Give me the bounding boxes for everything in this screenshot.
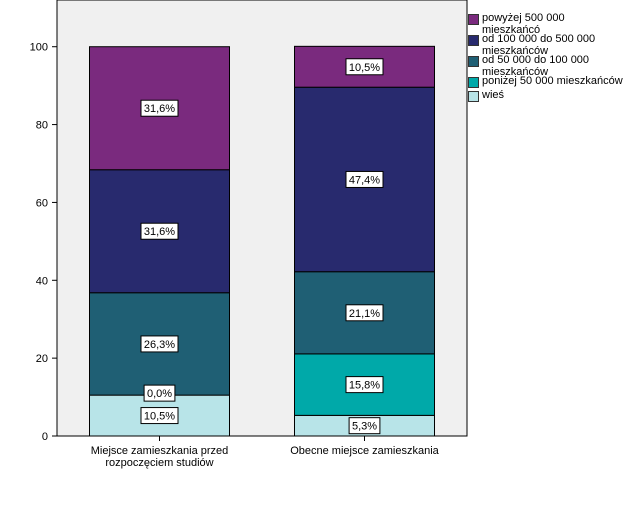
legend-item: poniżej 50 000 mieszkańców <box>468 75 624 89</box>
legend-label: od 100 000 do 500 000 mieszkańców <box>482 33 624 57</box>
data-label-box <box>348 417 381 435</box>
legend-label: od 50 000 do 100 000 mieszkańców <box>482 54 624 78</box>
legend-item: wieś <box>468 89 624 110</box>
legend-label-line: mieszkańców <box>482 45 549 57</box>
data-label: 5,3% <box>352 421 377 433</box>
data-label: 26,3% <box>144 339 175 351</box>
x-tick-label: Miejsce zamieszkania przed <box>91 445 229 457</box>
data-label: 31,6% <box>144 226 175 238</box>
y-tick-label: 80 <box>36 120 48 132</box>
data-label: 10,5% <box>144 411 175 423</box>
x-tick-label: rozpoczęciem studiów <box>105 457 213 469</box>
legend-item: od 50 000 do 100 000 mieszkańców <box>468 54 624 78</box>
legend-swatch <box>468 77 479 88</box>
legend-item: od 100 000 do 500 000 mieszkańców <box>468 33 624 57</box>
data-label: 47,4% <box>349 174 380 186</box>
legend-label: poniżej 50 000 mieszkańców <box>482 75 624 87</box>
legend-swatch <box>468 56 479 67</box>
legend-label-line: mieszkańców <box>482 66 549 78</box>
y-tick-label: 40 <box>36 275 48 287</box>
y-tick-label: 60 <box>36 197 48 209</box>
data-label-box <box>345 304 384 322</box>
legend-item: powyżej 500 000 mieszkańcó <box>468 12 624 36</box>
x-tick-label: Obecne miejsce zamieszkania <box>290 445 439 457</box>
legend-label-line: od 100 000 do 500 000 <box>482 33 596 45</box>
data-label: 15,8% <box>349 380 380 392</box>
legend-label-line: wieś <box>482 89 505 101</box>
data-label-box <box>345 170 384 188</box>
y-tick-label: 100 <box>30 42 48 54</box>
legend-swatch <box>468 35 479 46</box>
legend-swatch <box>468 14 479 25</box>
legend-label: powyżej 500 000 mieszkańcó <box>482 12 624 36</box>
legend-label-line: od 50 000 do 100 000 <box>482 54 590 66</box>
data-label-box <box>140 222 179 240</box>
y-tick-label: 0 <box>42 431 48 443</box>
data-label-box <box>143 384 176 402</box>
legend-swatch <box>468 91 479 102</box>
chart-legend: powyżej 500 000 mieszkańcó od 100 000 do … <box>468 12 624 110</box>
data-label-box <box>140 407 179 425</box>
legend-label-line: powyżej 500 000 mieszkańcó <box>482 12 565 36</box>
legend-label-line: poniżej 50 000 mieszkańców <box>482 75 623 87</box>
data-label: 0,0% <box>147 388 172 400</box>
data-label: 31,6% <box>144 103 175 115</box>
data-label: 21,1% <box>349 308 380 320</box>
data-label: 10,5% <box>349 62 380 74</box>
data-label-box <box>140 99 179 117</box>
y-tick-label: 20 <box>36 353 48 365</box>
data-label-box <box>140 335 179 353</box>
data-label-box <box>345 58 384 76</box>
data-label-box <box>345 376 384 394</box>
legend-label: wieś <box>482 89 624 101</box>
